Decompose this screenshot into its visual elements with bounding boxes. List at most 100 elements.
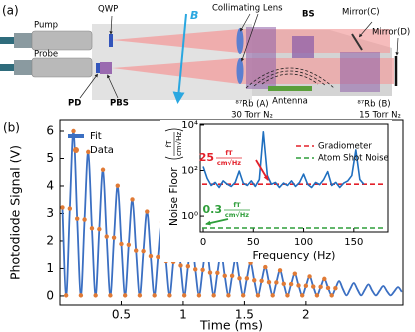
collimator [31, 30, 93, 51]
data-point [215, 270, 220, 276]
fiber-cable [0, 37, 14, 44]
legend-label: Gradiometer [318, 142, 372, 152]
data-point [266, 279, 272, 285]
connector [14, 33, 32, 48]
leader [358, 21, 373, 38]
b-field-arrow [172, 13, 187, 104]
x-tick-label: 0 [200, 237, 206, 248]
data-point [111, 235, 117, 240]
collimator [31, 57, 93, 78]
cell-b [340, 52, 380, 92]
data-point [178, 263, 183, 268]
data-point [60, 205, 65, 210]
legend-label: Fit [90, 131, 102, 142]
annotation-arrowhead [205, 220, 211, 226]
data-point [296, 283, 301, 288]
y-tick-label: 6 [46, 123, 54, 137]
data-point [307, 274, 312, 279]
data-point [240, 293, 246, 298]
annotation-unit-num: fT [225, 149, 233, 157]
y-tick-label: 4 [46, 178, 54, 192]
y-tick-label: 2 [46, 233, 54, 247]
data-point [211, 293, 216, 298]
data-point [82, 217, 87, 222]
y-axis-unit-den: cm√Hz [175, 132, 183, 156]
label: 30 Torr N₂ [231, 111, 273, 121]
paren [164, 128, 184, 160]
data-point [237, 276, 242, 281]
data-point [314, 293, 320, 298]
data-point [134, 248, 139, 253]
legend-swatch [73, 147, 79, 153]
leader [109, 15, 113, 35]
label: ⁸⁷Rb (B) [357, 100, 390, 110]
data-point [185, 264, 191, 269]
x-tick-label: 2 [302, 308, 310, 322]
y-tick-label: 10² [181, 166, 198, 177]
legend-swatch [68, 134, 84, 138]
bs [292, 36, 314, 58]
data-point [86, 149, 91, 155]
x-tick-label: 100 [294, 237, 313, 248]
label: Probe [34, 50, 58, 60]
annotation-unit-num: fT [233, 201, 241, 209]
plot-frame [199, 123, 389, 233]
data-point [222, 273, 227, 279]
data-point [126, 242, 132, 247]
label: Mirror(C) [342, 8, 380, 18]
legend-label: Data [90, 145, 114, 156]
data-point [259, 278, 264, 284]
label: QWP [98, 5, 118, 15]
fiber-cable [0, 64, 14, 71]
y-axis-label: Photodiode Signal (V) [8, 145, 23, 280]
data-point [226, 293, 231, 298]
data-point [97, 226, 102, 232]
y-tick-label: 0 [46, 288, 54, 302]
inset-background [160, 120, 392, 262]
label: Mirror(D) [372, 28, 410, 38]
label: ⁸⁷Rb (A) [235, 100, 268, 110]
data-point [71, 128, 76, 134]
data-point [325, 285, 331, 291]
data-point [152, 293, 157, 298]
data-point [196, 293, 202, 298]
y-axis-label: Noise Floor fT cm√Hz [164, 128, 184, 226]
annotation-unit-den: cm√Hz [217, 159, 241, 167]
data-point [333, 286, 338, 291]
lens [236, 58, 244, 84]
data-point [270, 293, 275, 298]
x-tick-label: 150 [344, 237, 363, 248]
data-point [311, 284, 316, 289]
data-point [318, 284, 323, 290]
data-point [148, 253, 154, 259]
x-axis-label: Time (ms) [199, 318, 263, 332]
data-point [244, 276, 250, 281]
chart-panel: 0 50 100 150 10⁰ 10² 10⁴ Frequency (Hz) Noise Fl… [160, 120, 392, 262]
lens [236, 28, 244, 54]
data-point [181, 293, 187, 298]
data-point [229, 273, 235, 279]
data-point [122, 293, 128, 298]
antenna [268, 86, 312, 91]
schematic: (a) Pump Probe QWP PD PBS B Collimating … [0, 4, 410, 121]
data-point [200, 267, 205, 273]
field-lines [245, 67, 335, 89]
data-point [115, 183, 120, 188]
data-point [104, 234, 109, 239]
leader [240, 13, 251, 32]
label: PBS [110, 99, 129, 109]
data-point [137, 293, 143, 298]
y-axis-label-text: Noise Floor [168, 167, 180, 226]
leader [395, 37, 399, 56]
data-point [288, 281, 294, 287]
leader [240, 13, 259, 62]
data-point [75, 216, 80, 221]
label: B [190, 9, 198, 22]
data-point [145, 209, 150, 214]
series-line [202, 131, 365, 189]
pbs [100, 62, 112, 74]
data-point [303, 283, 309, 288]
label: Collimating Lens [212, 4, 283, 14]
chart-panel: 0.5 1 1.5 2 0 1 2 3 4 5 6 Time (ms) Photodiode Signa… [3, 119, 404, 332]
